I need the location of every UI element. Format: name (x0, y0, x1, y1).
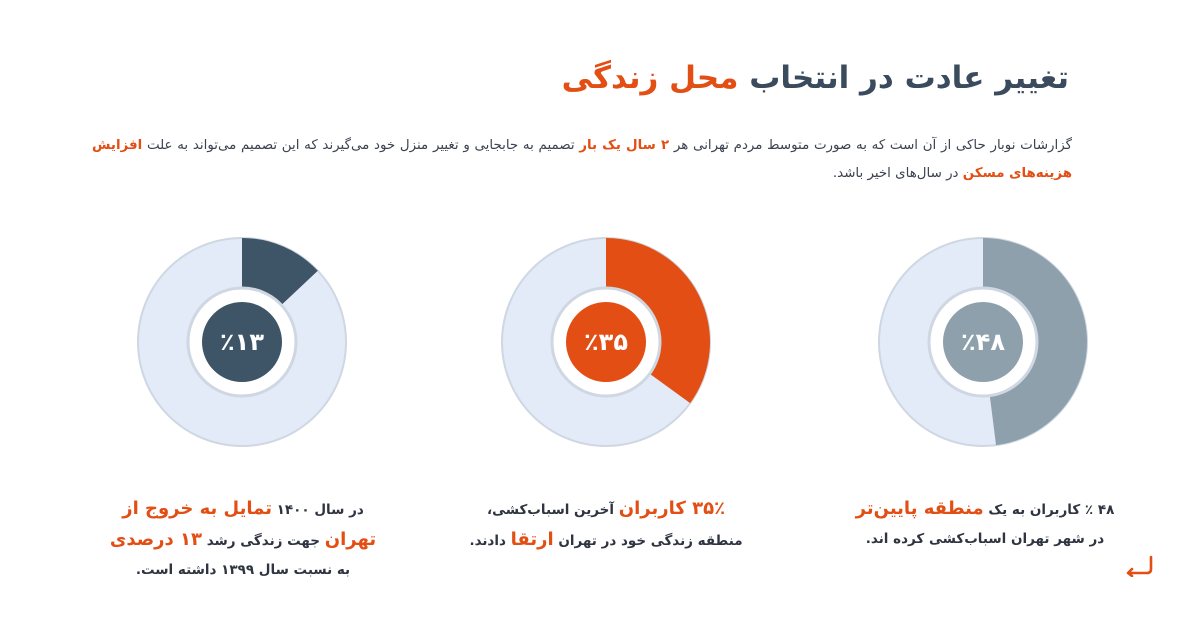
caption-13-highlight-2: ۱۳ درصدی (109, 529, 203, 550)
donut-hole-ring-1 (550, 286, 662, 398)
donut-svg-13 (137, 237, 347, 447)
intro-text-2: تصمیم به جابجایی و تغییر منزل خود می‌گیر… (142, 138, 580, 153)
intro-highlight-2: افزایش هزینه‌های مسکن (92, 138, 1072, 181)
donut-svg-48 (878, 237, 1088, 447)
donut-slice-1 (606, 238, 710, 404)
donut-chart-35: ٪۳۵ (500, 236, 712, 448)
donut-svg-35 (501, 237, 711, 447)
caption-13-text-1: در سال ۱۴۰۰ (271, 502, 364, 518)
title-highlight: محل زندگی (561, 60, 739, 96)
caption-48-text-1: ۴۸ ٪ کاربران به یک (983, 502, 1115, 518)
donut-core-0 (943, 302, 1023, 382)
caption-13-text-3: به نسبت سال ۱۳۹۹ داشته است. (135, 562, 351, 578)
caption-48: ۴۸ ٪ کاربران به یک منطقه پایین‌تر در شهر… (840, 494, 1130, 554)
caption-13: در سال ۱۴۰۰ تمایل به خروج از تهران جهت ز… (104, 494, 382, 585)
intro-paragraph: گزارشات نوبار حاکی از آن است که به صورت … (92, 132, 1072, 188)
caption-48-text-2: در شهر تهران اسباب‌کشی کرده اند. (865, 531, 1105, 547)
caption-35-highlight-2: ارتقا (510, 529, 554, 550)
caption-35-text-2: دادند. (469, 533, 511, 549)
title-main: تغییر عادت در انتخاب (738, 60, 1069, 96)
caption-48-highlight: منطقه پایین‌تر (855, 498, 984, 519)
donut-chart-13: ٪۱۳ (136, 236, 348, 448)
corner-arrow-icon (1126, 555, 1153, 577)
caption-13-text-2: جهت زندگی رشد (202, 533, 325, 549)
donut-core-2 (202, 302, 282, 382)
intro-text-3: در سال‌های اخیر باشد. (832, 166, 963, 181)
caption-35-highlight-1: ۳۵٪ کاربران (618, 498, 726, 519)
donut-chart-48: ٪۴۸ (877, 236, 1089, 448)
intro-highlight-1: ۲ سال یک بار (579, 138, 670, 153)
intro-text-1: گزارشات نوبار حاکی از آن است که به صورت … (669, 138, 1072, 153)
page-title: تغییر عادت در انتخاب محل زندگی (300, 60, 1069, 96)
donut-hole-ring-0 (927, 286, 1039, 398)
donut-hole-ring-2 (186, 286, 298, 398)
donut-core-1 (566, 302, 646, 382)
caption-35: ۳۵٪ کاربران آخرین اسباب‌کشی، منطقه زندگی… (466, 494, 746, 556)
caption-13-highlight-1: تمایل به خروج از تهران (122, 498, 377, 550)
caption-35-text-1: آخرین اسباب‌کشی، منطقه زندگی خود در تهرا… (486, 502, 743, 549)
